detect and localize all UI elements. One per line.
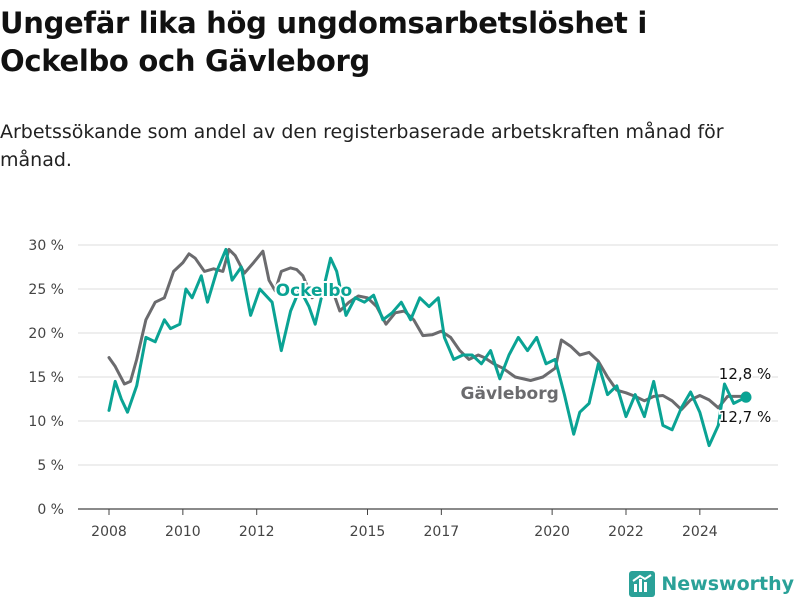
y-tick-label: 30 % (28, 238, 64, 254)
series-line-ockelbo (107, 247, 748, 448)
series-label-ockelbo: Ockelbo (276, 281, 353, 301)
y-tick-label: 25 % (28, 282, 64, 298)
newsworthy-logo-icon (629, 571, 656, 597)
y-tick-label: 5 % (37, 458, 64, 474)
x-tick-label: 2017 (424, 524, 460, 540)
x-axis: 2008 2010 2012 2015 2017 2020 2022 2024 (91, 509, 718, 540)
series-label-gavleborg: Gävleborg (461, 384, 559, 404)
y-tick-label: 20 % (28, 326, 64, 342)
y-axis: 0 % 5 % 10 % 15 % 20 % 25 % 30 % (28, 238, 64, 518)
chart-series (107, 247, 752, 448)
line-chart: 0 %5 %10 %15 %20 %25 %30 % 2008 2010 2012 2… (28, 238, 778, 540)
chart-labels: Ockelbo Gävleborg 12,8 % 12,7 % (274, 279, 773, 427)
x-tick-label: 2012 (239, 524, 275, 540)
newsworthy-logo-text: Newsworthy (661, 573, 794, 595)
y-tick-label: 0 % (37, 502, 64, 518)
x-tick-label: 2020 (534, 524, 570, 540)
x-tick-label: 2015 (350, 524, 386, 540)
end-marker-ockelbo (740, 391, 752, 403)
chart-subtitle: Arbetssökande som andel av den registerb… (0, 121, 724, 171)
end-label-gavleborg: 12,8 % (719, 365, 771, 383)
end-label-ockelbo: 12,7 % (719, 408, 771, 426)
y-tick-label: 15 % (28, 370, 64, 386)
x-tick-label: 2010 (165, 524, 201, 540)
newsworthy-logo: Newsworthy (629, 570, 794, 598)
x-tick-label: 2024 (682, 524, 718, 540)
chart-title: Ungefär lika hög ungdomsarbetslöshet i O… (0, 6, 648, 78)
x-tick-label: 2022 (608, 524, 644, 540)
series-line-g-vleborg (107, 247, 748, 412)
chart-grid (78, 244, 778, 510)
x-tick-label: 2008 (91, 524, 127, 540)
y-tick-label: 10 % (28, 414, 64, 430)
